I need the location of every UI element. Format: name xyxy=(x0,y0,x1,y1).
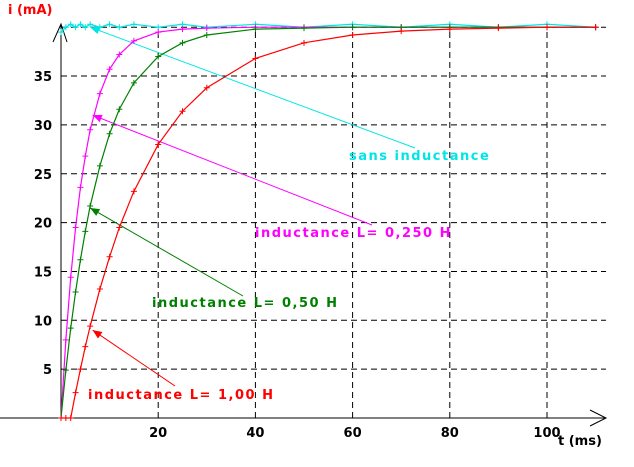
data-point xyxy=(82,24,89,31)
data-point xyxy=(130,21,137,28)
data-point xyxy=(77,184,84,191)
data-point xyxy=(203,84,210,91)
x-tick-label: 60 xyxy=(344,426,362,441)
data-point xyxy=(77,366,84,373)
annotation-arrow xyxy=(92,114,373,226)
data-point xyxy=(106,253,113,260)
y-tick-label: 10 xyxy=(34,314,52,329)
arrowhead-icon xyxy=(90,26,101,35)
annotations: sans inductance inductance L= 0,250 H indu… xyxy=(88,26,490,403)
data-point xyxy=(116,24,123,31)
arrowhead-icon xyxy=(92,330,103,339)
data-point xyxy=(301,39,307,46)
data-point xyxy=(72,389,79,396)
data-point xyxy=(62,336,69,343)
y-axis-label: i (mA) xyxy=(8,3,52,18)
series-line xyxy=(61,26,596,419)
annotation-arrow xyxy=(89,26,416,149)
y-tick-label: 25 xyxy=(34,168,52,183)
series-line xyxy=(60,23,596,33)
tick-labels: 20 40 60 80 100 5 10 15 20 25 30 35 xyxy=(34,70,561,441)
data-point xyxy=(398,28,405,35)
annotation-arrow xyxy=(89,207,244,297)
data-point xyxy=(87,21,94,28)
data-point xyxy=(67,274,74,281)
data-point xyxy=(96,24,103,31)
data-point xyxy=(446,26,453,33)
x-tick-label: 100 xyxy=(533,426,560,441)
annotation-arrow xyxy=(92,329,176,387)
data-point xyxy=(155,141,162,148)
data-point xyxy=(82,228,89,235)
data-point xyxy=(106,130,113,137)
data-point xyxy=(301,25,307,32)
series-line xyxy=(60,26,596,419)
x-tick-label: 40 xyxy=(246,426,264,441)
grid xyxy=(61,26,606,418)
data-point xyxy=(96,162,103,169)
data-point xyxy=(155,53,162,60)
data-point xyxy=(72,224,79,231)
data-point xyxy=(62,24,69,31)
y-tick-label: 15 xyxy=(34,265,52,280)
data-point xyxy=(58,29,64,36)
data-point xyxy=(116,106,123,113)
data-point xyxy=(67,325,74,332)
x-tick-label: 20 xyxy=(149,426,167,441)
data-point xyxy=(130,188,137,195)
data-point xyxy=(72,288,79,295)
y-tick-label: 5 xyxy=(43,363,52,378)
data-point xyxy=(179,108,186,115)
data-point xyxy=(96,286,103,293)
annotation-label: inductance L= 0,50 H xyxy=(152,296,338,311)
data-point xyxy=(116,224,123,231)
annotation-label: inductance L= 1,00 H xyxy=(88,388,274,403)
data-point xyxy=(495,25,502,32)
data-point xyxy=(252,26,259,33)
data-point xyxy=(82,153,89,160)
y-tick-label: 35 xyxy=(34,70,52,85)
data-point xyxy=(349,24,356,31)
data-point xyxy=(130,37,137,44)
series-inductance-l-1-00-h xyxy=(58,24,599,421)
annotation-label: sans inductance xyxy=(349,149,490,164)
data-point xyxy=(252,55,259,62)
y-tick-label: 20 xyxy=(34,217,52,232)
arrowhead-icon xyxy=(92,114,103,123)
data-point xyxy=(106,21,113,28)
data-point xyxy=(77,21,84,28)
data-point xyxy=(77,256,84,263)
data-point xyxy=(179,39,186,46)
data-point xyxy=(96,90,103,97)
data-point xyxy=(87,202,94,209)
data-point xyxy=(155,29,162,36)
data-point xyxy=(544,24,550,31)
series-group xyxy=(58,21,599,421)
x-axis-label: t (ms) xyxy=(558,434,602,449)
y-axis-arrow-icon xyxy=(52,22,68,43)
data-point xyxy=(87,126,94,133)
annotation-label: inductance L= 0,250 H xyxy=(255,226,452,241)
data-point xyxy=(203,32,210,39)
data-point xyxy=(72,24,79,31)
data-point xyxy=(116,51,123,58)
data-point xyxy=(62,367,69,374)
data-point xyxy=(130,79,137,86)
data-point xyxy=(179,26,186,33)
x-axis-arrow-icon xyxy=(589,409,608,427)
data-point xyxy=(67,415,74,421)
data-point xyxy=(82,343,89,350)
arrowhead-icon xyxy=(90,207,101,216)
x-tick-label: 80 xyxy=(441,426,459,441)
data-point xyxy=(106,66,113,73)
data-point xyxy=(349,32,356,39)
axes: i (mA) t (ms) xyxy=(0,3,608,449)
data-point xyxy=(67,21,74,28)
series-inductance-l-0-50-h xyxy=(58,24,599,421)
data-point xyxy=(592,24,599,31)
data-point xyxy=(87,323,94,330)
data-point xyxy=(203,25,210,32)
y-tick-label: 30 xyxy=(34,119,52,134)
